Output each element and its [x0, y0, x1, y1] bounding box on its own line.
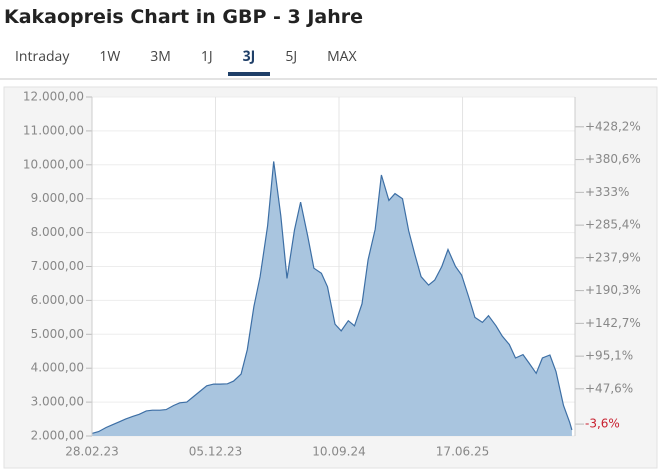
- tab[interactable]: 5J: [285, 47, 298, 66]
- price-line: [92, 161, 573, 434]
- y2-tick-label: +237,9%: [585, 250, 641, 264]
- tab[interactable]: Intraday: [15, 47, 70, 66]
- y2-tick-label: +190,3%: [585, 283, 641, 297]
- y-tick-label: 12.000,00: [23, 90, 84, 104]
- x-tick-label: 17.06.25: [436, 445, 489, 459]
- y-tick-label: 4.000,00: [31, 361, 84, 375]
- y-tick-label: 6.000,00: [31, 293, 84, 307]
- y2-tick-label: +95,1%: [585, 349, 633, 363]
- y-tick-label: 10.000,00: [23, 157, 84, 171]
- tab[interactable]: MAX: [327, 47, 357, 66]
- tab[interactable]: 1J: [200, 47, 213, 66]
- y-tick-label: 7.000,00: [31, 259, 84, 273]
- y2-tick-label: +428,2%: [585, 119, 641, 133]
- x-tick-label: 28.02.23: [65, 445, 118, 459]
- y2-tick-label: +333%: [585, 185, 629, 199]
- tab[interactable]: 3J: [227, 38, 271, 76]
- y-tick-label: 11.000,00: [23, 123, 84, 137]
- range-tabs: Intraday 1W 3M 1J 3J 5J MAX: [0, 38, 657, 80]
- x-tick-label: 10.09.24: [312, 445, 365, 459]
- y2-tick-label: +142,7%: [585, 316, 641, 330]
- chart: 2.000,00 3.000,00 4.000,00 5.000,00 6.000,00…: [3, 86, 658, 469]
- area-fill: [92, 161, 572, 436]
- y2-tick-label: +285,4%: [585, 218, 641, 232]
- tab[interactable]: 3M: [150, 47, 171, 66]
- y-tick-label: 8.000,00: [31, 225, 84, 239]
- y-tick-label: 2.000,00: [31, 429, 84, 443]
- y-tick-label: 3.000,00: [31, 395, 84, 409]
- y-tick-label: 9.000,00: [31, 191, 84, 205]
- y2-tick-label: +47,6%: [585, 381, 633, 395]
- chart-title: Kakaopreis Chart in GBP - 3 Jahre: [4, 6, 363, 28]
- x-tick-label: 05.12.23: [189, 445, 242, 459]
- y-tick-label: 5.000,00: [31, 327, 84, 341]
- y2-tick-label: -3,6%: [585, 417, 620, 431]
- tab[interactable]: 1W: [99, 47, 121, 66]
- y2-tick-label: +380,6%: [585, 152, 641, 166]
